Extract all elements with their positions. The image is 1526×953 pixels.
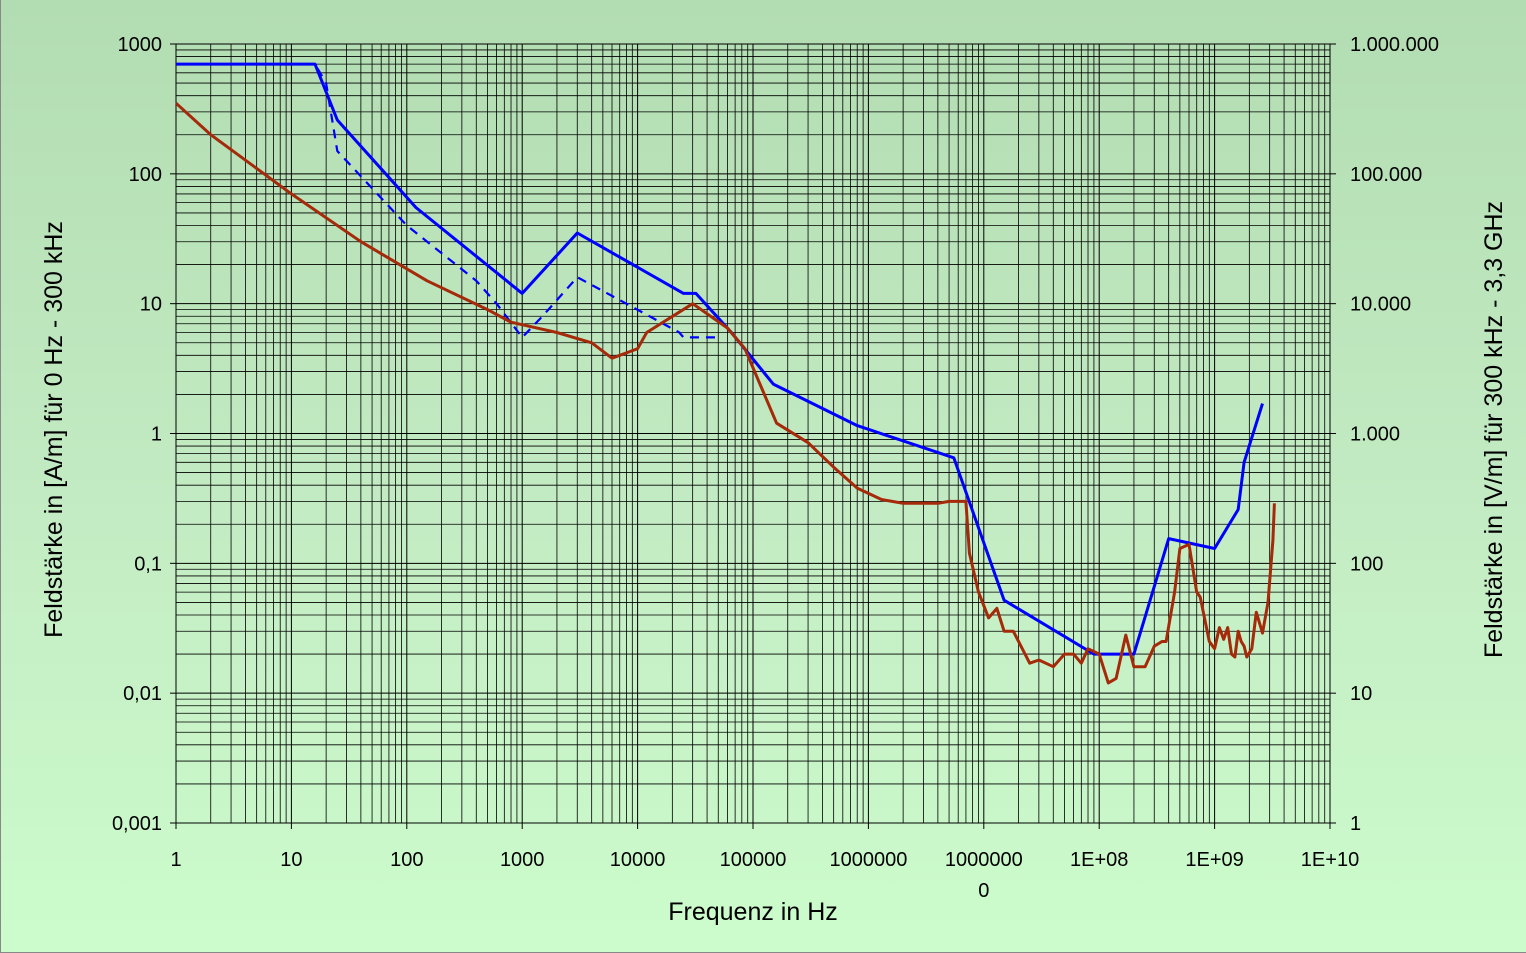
series-line-2	[176, 62, 719, 339]
y-right-tick-label: 10	[1350, 683, 1372, 705]
x-axis-label: Frequenz in Hz	[668, 898, 838, 926]
x-tick-label: 10	[280, 849, 302, 871]
tick-labels: 1 10 100 1000 10000 100000 1000000 1000000 1E+08…	[112, 34, 1439, 902]
x-tick-label: 1E+09	[1185, 849, 1243, 871]
x-tick-label: 100000	[720, 849, 787, 871]
y-right-tick-label: 1.000.000	[1350, 34, 1439, 56]
y-right-tick-label: 10.000	[1350, 294, 1411, 316]
ticks	[170, 43, 1336, 829]
grid	[175, 43, 1331, 824]
y-left-tick-label: 0,01	[123, 683, 162, 705]
x-tick-label: 1E+10	[1301, 849, 1359, 871]
x-tick-label: 1000000	[829, 849, 907, 871]
x-tick-label: 10000	[610, 849, 666, 871]
y-left-tick-label: 10	[140, 294, 162, 316]
x-tick-label: 1000	[500, 849, 545, 871]
y-left-tick-label: 1	[151, 424, 162, 446]
series-line-3	[174, 102, 1276, 685]
y-right-tick-label: 100	[1350, 553, 1383, 575]
y-left-tick-label: 1000	[118, 34, 163, 56]
x-tick-label: 1	[170, 849, 181, 871]
y-axis-label-left: Feldstärke in [A/m] für 0 Hz - 300 kHz	[40, 221, 68, 638]
series-line-1	[176, 62, 1264, 656]
y-left-tick-label: 0,1	[134, 553, 162, 575]
y-right-tick-label: 1	[1350, 813, 1361, 835]
y-left-tick-label: 0,001	[112, 813, 162, 835]
x-tick-label: 1E+08	[1070, 849, 1128, 871]
y-axis-label-right: Feldstärke in [V/m] für 300 kHz - 3,3 GH…	[1480, 201, 1508, 658]
series	[174, 62, 1276, 685]
x-tick-label: 100	[390, 849, 423, 871]
y-right-tick-label: 1.000	[1350, 424, 1400, 446]
y-right-tick-label: 100.000	[1350, 164, 1422, 186]
y-left-tick-label: 100	[129, 164, 162, 186]
x-tick-label-wrap: 0	[978, 880, 989, 902]
x-tick-label: 1000000	[945, 849, 1023, 871]
